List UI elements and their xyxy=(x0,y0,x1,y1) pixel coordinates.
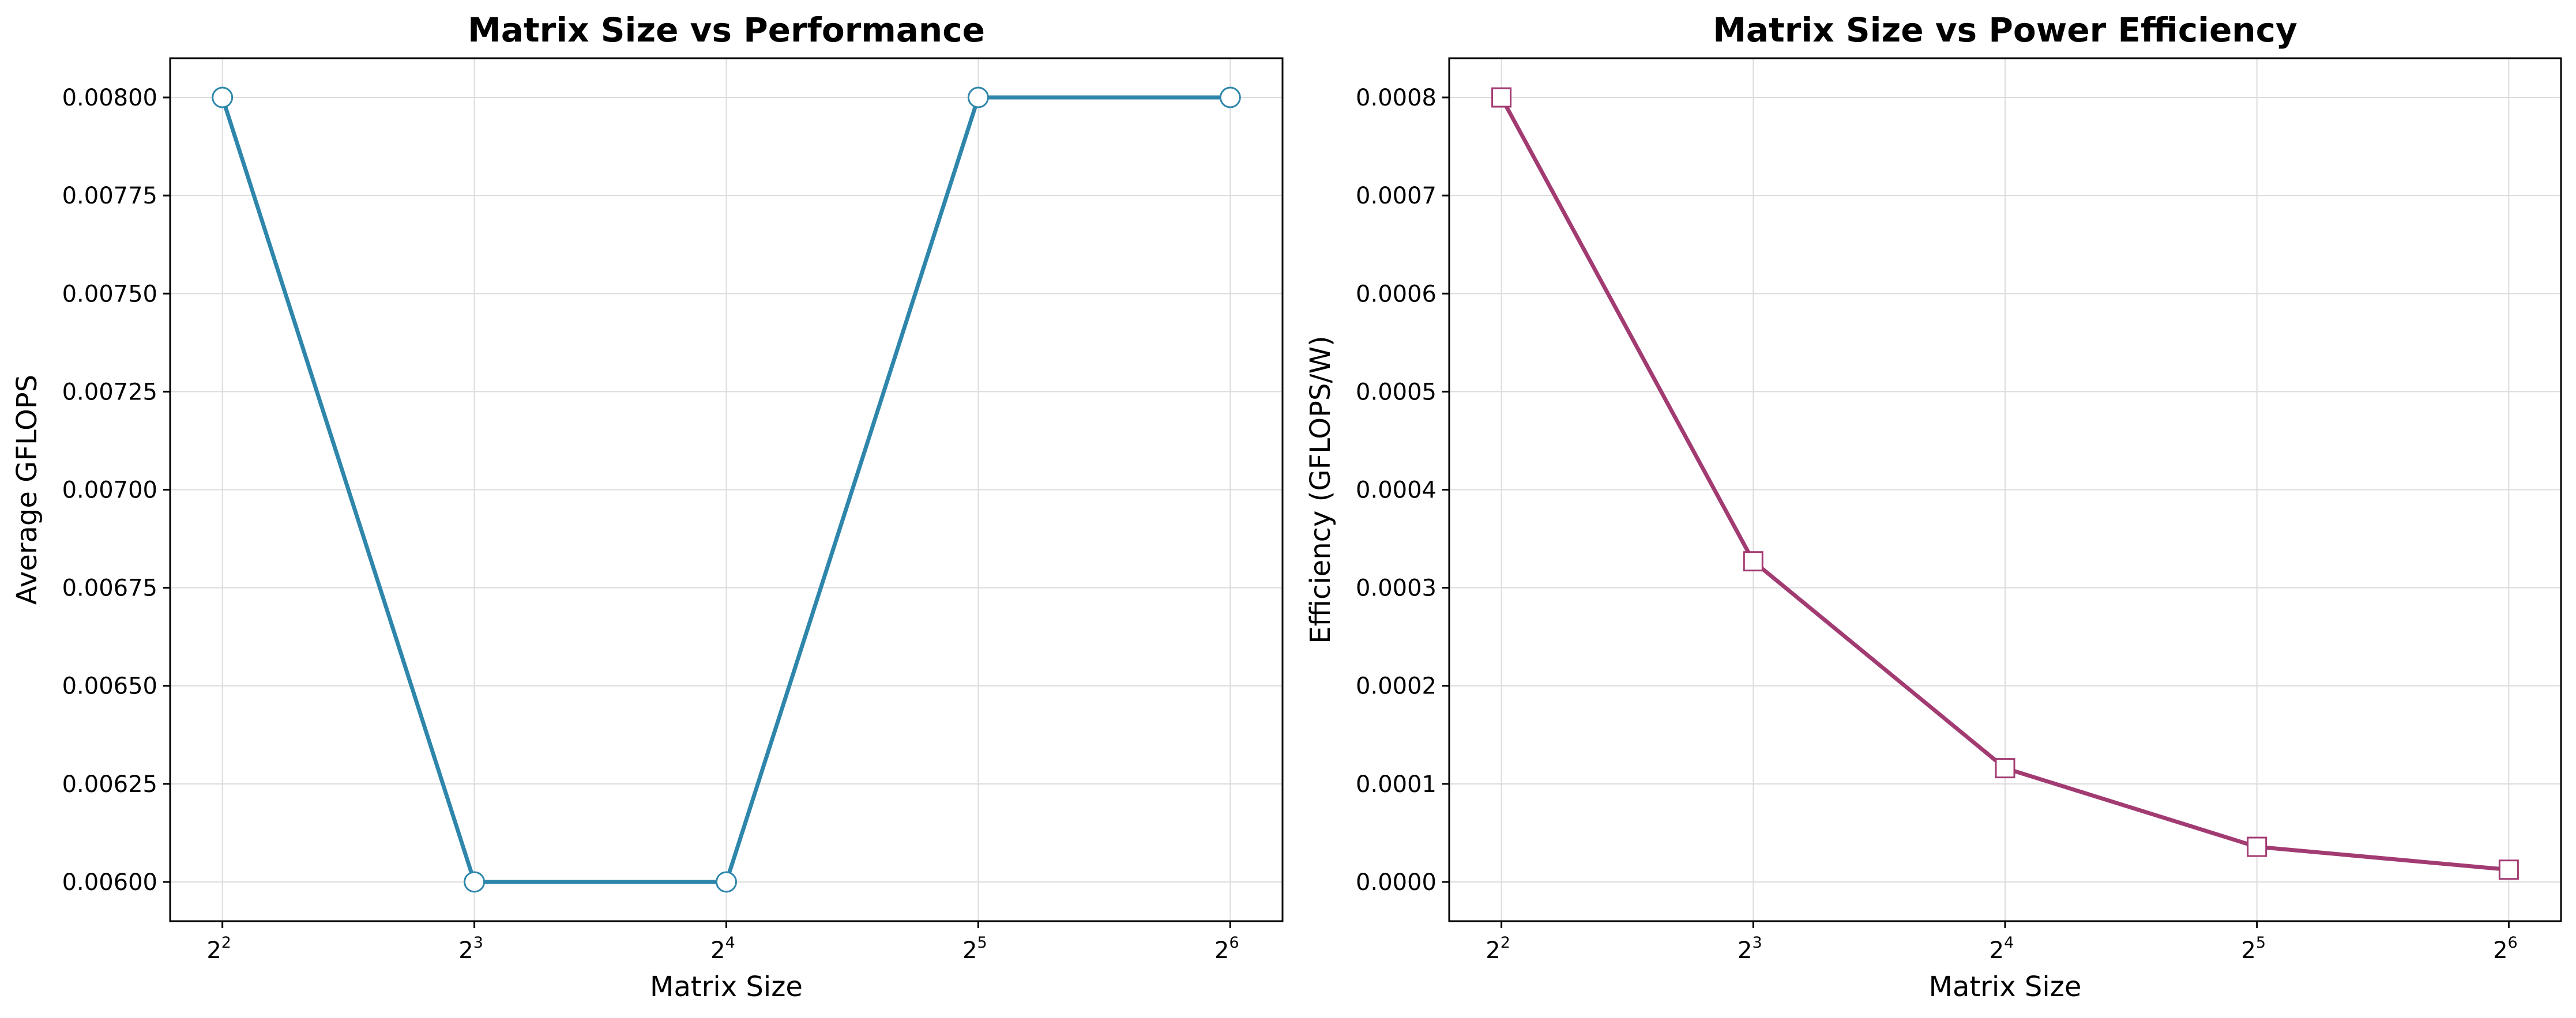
y-tick-label: 0.0006 xyxy=(1356,281,1436,307)
data-point xyxy=(2498,859,2519,880)
x-tick-base: 2 xyxy=(962,937,977,964)
x-tick-base: 2 xyxy=(1214,937,1229,964)
chart-title: Matrix Size vs Performance xyxy=(468,10,985,50)
y-tick-label: 0.00750 xyxy=(62,281,157,307)
plot-frame xyxy=(169,57,1284,922)
y-tick-label: 0.00700 xyxy=(62,477,157,504)
data-point xyxy=(1743,551,1763,572)
x-tick-label: 25 xyxy=(962,934,987,964)
x-tick-label: 23 xyxy=(458,934,483,964)
x-tick-exponent: 4 xyxy=(2004,934,2014,952)
data-point xyxy=(967,86,989,108)
y-tick-label: 0.00650 xyxy=(62,673,157,700)
y-tick-label: 0.0005 xyxy=(1356,379,1436,405)
x-tick-exponent: 5 xyxy=(977,934,987,952)
y-tick-label: 0.0007 xyxy=(1356,183,1436,209)
y-tick-label: 0.0008 xyxy=(1356,85,1436,111)
y-tick-label: 0.0000 xyxy=(1356,869,1436,896)
x-tick-label: 22 xyxy=(1486,934,1510,964)
x-tick-label: 24 xyxy=(1990,934,2014,964)
x-tick-label: 24 xyxy=(710,934,735,964)
x-tick-base: 2 xyxy=(2493,937,2507,964)
x-tick-exponent: 2 xyxy=(221,934,231,952)
y-axis-label: Average GFLOPS xyxy=(11,375,43,605)
plot-frame xyxy=(1448,57,2562,922)
x-tick-base: 2 xyxy=(2241,937,2255,964)
x-tick-exponent: 2 xyxy=(1501,934,1510,952)
x-tick-exponent: 3 xyxy=(1752,934,1762,952)
gridlines xyxy=(170,58,1283,921)
y-tick-label: 0.0003 xyxy=(1356,575,1436,602)
gridlines xyxy=(1449,58,2561,921)
data-point xyxy=(212,86,234,108)
x-tick-label: 26 xyxy=(2493,934,2518,964)
x-tick-base: 2 xyxy=(710,937,725,964)
y-tick-label: 0.00675 xyxy=(62,575,157,602)
x-tick-exponent: 6 xyxy=(2508,934,2518,952)
x-tick-exponent: 4 xyxy=(725,934,735,952)
x-axis-label: Matrix Size xyxy=(1929,971,2082,1003)
x-tick-exponent: 6 xyxy=(1229,934,1239,952)
x-tick-base: 2 xyxy=(206,937,221,964)
x-axis-label: Matrix Size xyxy=(650,971,803,1003)
efficiency-chart: 0.0000 0.0001 0.0002 0.0003 0.0004 0.0005 0.00… xyxy=(1304,10,2562,1003)
data-point xyxy=(2247,836,2267,857)
x-tick-base: 2 xyxy=(1990,937,2004,964)
y-tick-label: 0.00725 xyxy=(62,379,157,405)
data-point xyxy=(1219,86,1241,108)
data-point xyxy=(1491,87,1512,108)
y-tick-label: 0.0001 xyxy=(1356,771,1436,798)
y-tick-label: 0.00600 xyxy=(62,869,157,896)
x-tick-base: 2 xyxy=(458,937,473,964)
x-tick-label: 23 xyxy=(1738,934,1762,964)
chart-title: Matrix Size vs Power Efficiency xyxy=(1713,10,2297,50)
data-point xyxy=(1995,758,2015,779)
y-tick-label: 0.00800 xyxy=(62,85,157,111)
y-tick-label: 0.0002 xyxy=(1356,673,1436,700)
x-tick-base: 2 xyxy=(1738,937,1752,964)
x-tick-exponent: 5 xyxy=(2256,934,2266,952)
x-tick-exponent: 3 xyxy=(473,934,483,952)
x-tick-label: 26 xyxy=(1214,934,1239,964)
y-tick-label: 0.00625 xyxy=(62,771,157,798)
x-tick-label: 22 xyxy=(206,934,231,964)
performance-chart: 0.00600 0.00625 0.00650 0.00675 0.00700 0.007… xyxy=(11,10,1284,1003)
y-tick-label: 0.00775 xyxy=(62,183,157,209)
data-point xyxy=(464,871,486,893)
x-tick-label: 25 xyxy=(2241,934,2266,964)
data-point xyxy=(716,871,737,893)
y-tick-label: 0.0004 xyxy=(1356,477,1436,504)
x-tick-base: 2 xyxy=(1486,937,1500,964)
y-axis-label: Efficiency (GFLOPS/W) xyxy=(1304,335,1337,644)
